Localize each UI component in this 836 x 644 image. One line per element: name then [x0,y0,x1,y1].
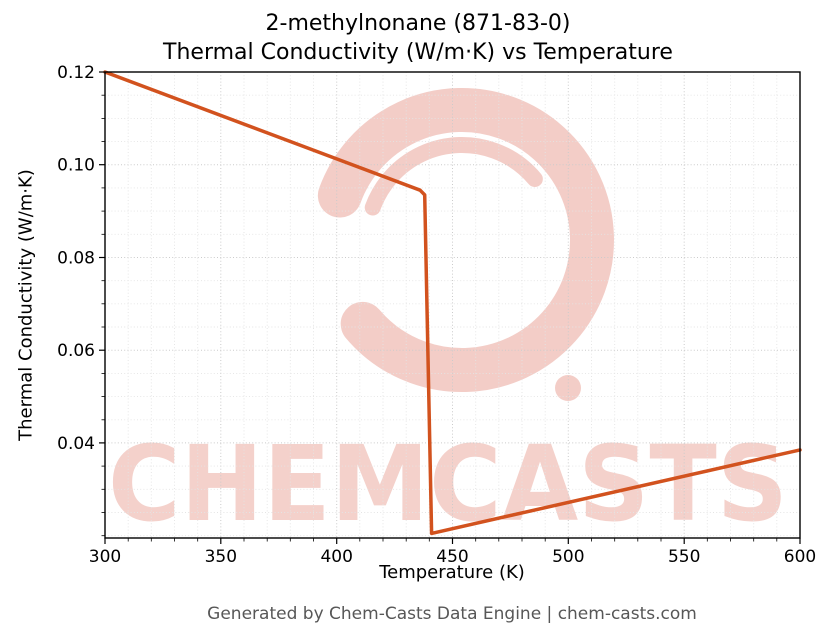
watermark-logo-dot [555,375,581,401]
watermark-logo-inner-arc [359,137,565,343]
x-tick-labels: 300 350 400 450 500 550 600 [89,547,816,567]
svg-text:500: 500 [552,547,584,567]
watermark: CHEMCASTS [108,88,788,545]
series-line [103,70,802,536]
svg-text:550: 550 [668,547,700,567]
chart-title: 2-methylnonane (871-83-0) Thermal Conduc… [0,9,836,67]
watermark-text: CHEMCASTS [108,423,788,545]
axis-ticks [99,71,801,544]
y-tick-labels: 0.04 0.06 0.08 0.10 0.12 [57,63,95,454]
svg-text:350: 350 [205,547,237,567]
watermark-logo-ring [310,88,614,392]
y-axis-label: Thermal Conductivity (W/m·K) [15,169,37,441]
footer-credit: Generated by Chem-Casts Data Engine | ch… [207,604,697,624]
grid-minor [105,72,800,538]
svg-text:0.08: 0.08 [57,249,95,269]
svg-text:400: 400 [320,547,352,567]
svg-text:0.06: 0.06 [57,341,95,361]
chart-title-line1: 2-methylnonane (871-83-0) [265,11,571,36]
svg-text:0.12: 0.12 [57,63,95,83]
svg-text:0.04: 0.04 [57,434,95,454]
svg-text:600: 600 [784,547,816,567]
x-axis-label: Temperature (K) [379,562,525,583]
svg-text:300: 300 [89,547,121,567]
chart-title-line2: Thermal Conductivity (W/m·K) vs Temperat… [163,40,673,65]
svg-text:0.10: 0.10 [57,156,95,176]
svg-text:450: 450 [436,547,468,567]
